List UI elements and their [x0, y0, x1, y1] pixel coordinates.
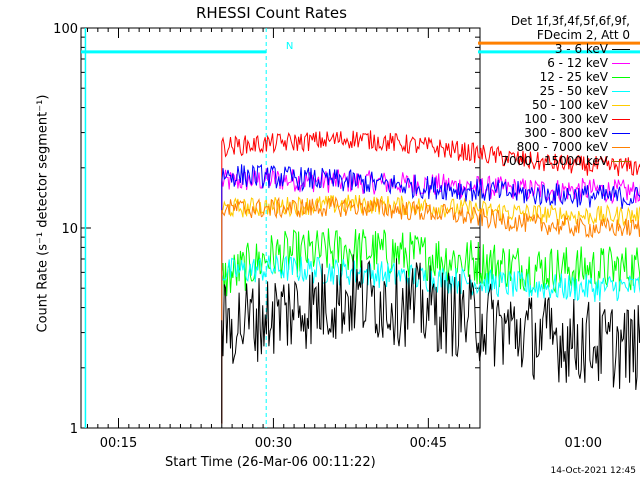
legend-swatch [612, 105, 630, 106]
legend-label: 3 - 6 keV [554, 42, 608, 56]
series-line-5 [221, 130, 640, 424]
x-axis-label: Start Time (26-Mar-06 00:11:22) [165, 455, 376, 470]
annotation-n: N [286, 41, 293, 52]
legend-label: 800 - 7000 keV [516, 140, 608, 154]
series-line-2 [221, 228, 640, 424]
legend-item: 800 - 7000 keV [478, 140, 638, 154]
legend-swatch [612, 133, 630, 134]
y-axis-label: Count Rate (s⁻¹ detector segment⁻¹) [35, 94, 51, 333]
legend-swatch [612, 119, 630, 120]
legend-swatch [612, 161, 630, 162]
legend-item: 7000 - 15000 keV [478, 154, 638, 168]
chart-title: RHESSI Count Rates [196, 4, 347, 22]
legend-label: 300 - 800 keV [524, 126, 608, 140]
legend-header-line-2: FDecim 2, Att 0 [536, 28, 630, 42]
series-line-3 [221, 255, 640, 424]
legend-swatch [612, 63, 630, 64]
y-tick-label: 10 [61, 222, 78, 237]
legend-label: 100 - 300 keV [524, 112, 608, 126]
x-tick-label: 00:30 [255, 436, 292, 451]
legend-swatch [612, 91, 630, 92]
legend-label: 25 - 50 keV [539, 84, 608, 98]
y-tick-label: 100 [53, 22, 78, 37]
series-line-4 [221, 194, 640, 424]
plot-frame [80, 27, 481, 429]
legend-swatch [612, 77, 630, 78]
legend-label: 7000 - 15000 keV [501, 154, 608, 168]
legend-item: 12 - 25 keV [478, 70, 638, 84]
legend-label: 12 - 25 keV [539, 70, 608, 84]
legend-item: 100 - 300 keV [478, 112, 638, 126]
y-tick-label: 1 [70, 422, 78, 437]
footer-date: 14-Oct-2021 12:45 [550, 466, 636, 476]
legend-item: 300 - 800 keV [478, 126, 638, 140]
legend-item: 50 - 100 keV [478, 98, 638, 112]
legend-rows: 3 - 6 keV 6 - 12 keV 12 - 25 keV 25 - 50 ke… [478, 42, 638, 168]
legend: Det 1f,3f,4f,5f,6f,9f, FDecim 2, Att 0 3… [478, 14, 638, 168]
x-tick-label: 01:00 [565, 436, 602, 451]
legend-item: 6 - 12 keV [478, 56, 638, 70]
series-line-6 [221, 163, 640, 424]
legend-swatch [612, 49, 630, 50]
legend-header-line-1: Det 1f,3f,4f,5f,6f,9f, [510, 14, 630, 28]
x-tick-label: 00:15 [100, 436, 137, 451]
legend-swatch [612, 147, 630, 148]
series-line-7 [221, 196, 640, 424]
legend-item: 3 - 6 keV [478, 42, 638, 56]
legend-item: 25 - 50 keV [478, 84, 638, 98]
x-tick-label: 00:45 [410, 436, 447, 451]
series-line-0 [221, 254, 640, 424]
legend-label: 6 - 12 keV [547, 56, 608, 70]
legend-label: 50 - 100 keV [531, 98, 608, 112]
